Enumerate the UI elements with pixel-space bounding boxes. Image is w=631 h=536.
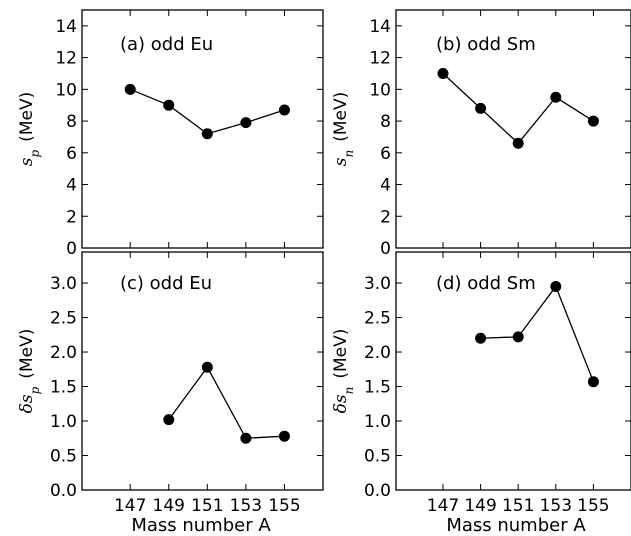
data-point — [512, 137, 524, 149]
y-tick-label: 1.0 — [50, 412, 77, 432]
y-tick-label: 12 — [369, 49, 391, 69]
data-point — [240, 432, 252, 444]
data-point — [587, 376, 599, 388]
y-tick-label: 12 — [55, 49, 77, 69]
plot-frame — [81, 251, 324, 491]
x-axis-label-right: Mass number A — [446, 515, 586, 536]
data-point — [124, 83, 136, 95]
panel-label: (d) odd Sm — [436, 273, 536, 294]
y-tick-label: 1.5 — [50, 378, 77, 398]
y-tick-label: 10 — [369, 80, 391, 100]
data-point — [587, 115, 599, 127]
data-point — [550, 91, 562, 103]
x-tick-label: 151 — [191, 496, 223, 516]
y-tick-label: 4 — [66, 176, 77, 196]
y-tick-label: 2.0 — [364, 343, 391, 363]
y-tick-label: 3.0 — [364, 274, 391, 294]
x-tick-label: 155 — [577, 496, 609, 516]
data-point — [278, 430, 290, 442]
y-tick-label: 1.0 — [364, 412, 391, 432]
data-point — [437, 67, 449, 79]
y-tick-label: 8 — [380, 112, 391, 132]
series-line — [129, 88, 285, 135]
y-tick-label: 2.5 — [364, 309, 391, 329]
x-tick-label: 147 — [114, 496, 146, 516]
y-tick-label: 1.5 — [364, 378, 391, 398]
panel-label: (b) odd Sm — [436, 34, 536, 55]
y-tick-label: 14 — [55, 17, 77, 37]
y-tick-label: 4 — [380, 176, 391, 196]
x-tick-label: 153 — [230, 496, 262, 516]
data-point — [163, 414, 175, 426]
x-tick-label: 149 — [153, 496, 185, 516]
y-tick-label: 2 — [380, 207, 391, 227]
y-tick-label: 2 — [66, 207, 77, 227]
panel-label: (c) odd Eu — [120, 273, 212, 294]
data-point — [550, 280, 562, 292]
y-tick-label: 6 — [66, 144, 77, 164]
y-tick-label: 6 — [380, 144, 391, 164]
panel-1: 0 2 4 6 8 10 12 14 sn(MeV) (b) odd Sm — [331, 9, 631, 259]
y-axis-label: sn(MeV) — [331, 92, 356, 167]
data-point — [475, 102, 487, 114]
x-tick-label: 147 — [427, 496, 459, 516]
data-point — [475, 332, 487, 344]
y-tick-label: 0.5 — [364, 447, 391, 467]
data-point — [201, 361, 213, 373]
y-axis-label: δsp(MeV) — [17, 329, 42, 414]
series-line — [442, 72, 594, 145]
x-tick-label: 153 — [540, 496, 572, 516]
panel-label: (a) odd Eu — [120, 34, 213, 55]
y-tick-label: 3.0 — [50, 274, 77, 294]
data-point — [240, 117, 252, 129]
x-tick-label: 155 — [268, 496, 300, 516]
y-tick-label: 2.0 — [50, 343, 77, 363]
panel-3: 0.0 0.5 1.0 1.5 2.0 2.5 3.0 147 149 151 153 155 δsn(… — [331, 251, 631, 516]
y-axis-label: δsn(MeV) — [331, 329, 356, 414]
y-tick-label: 8 — [66, 112, 77, 132]
x-tick-label: 151 — [502, 496, 534, 516]
data-point — [163, 99, 175, 111]
series-line — [168, 365, 285, 439]
y-axis-label: sp(MeV) — [17, 92, 42, 166]
y-tick-label: 0 — [66, 239, 77, 259]
panel-0: 0 2 4 6 8 10 12 14 sp(MeV) (a) odd Eu — [17, 9, 324, 259]
y-tick-label: 14 — [369, 17, 391, 37]
y-tick-label: 0.0 — [50, 481, 77, 501]
x-tick-label: 149 — [464, 496, 496, 516]
data-point — [512, 331, 524, 343]
y-tick-label: 2.5 — [50, 309, 77, 329]
series-line — [480, 285, 595, 382]
x-axis-label-left: Mass number A — [131, 515, 271, 536]
y-tick-label: 0 — [380, 239, 391, 259]
plot-frame — [395, 251, 631, 491]
y-tick-label: 0.0 — [364, 481, 391, 501]
data-point — [201, 128, 213, 140]
y-tick-label: 10 — [55, 80, 77, 100]
data-point — [278, 104, 290, 116]
plot-frame — [81, 9, 324, 249]
panel-2: 0.0 0.5 1.0 1.5 2.0 2.5 3.0 147 149 151 153 155 δsp(… — [17, 251, 324, 516]
plot-frame — [395, 9, 631, 249]
y-tick-label: 0.5 — [50, 447, 77, 467]
